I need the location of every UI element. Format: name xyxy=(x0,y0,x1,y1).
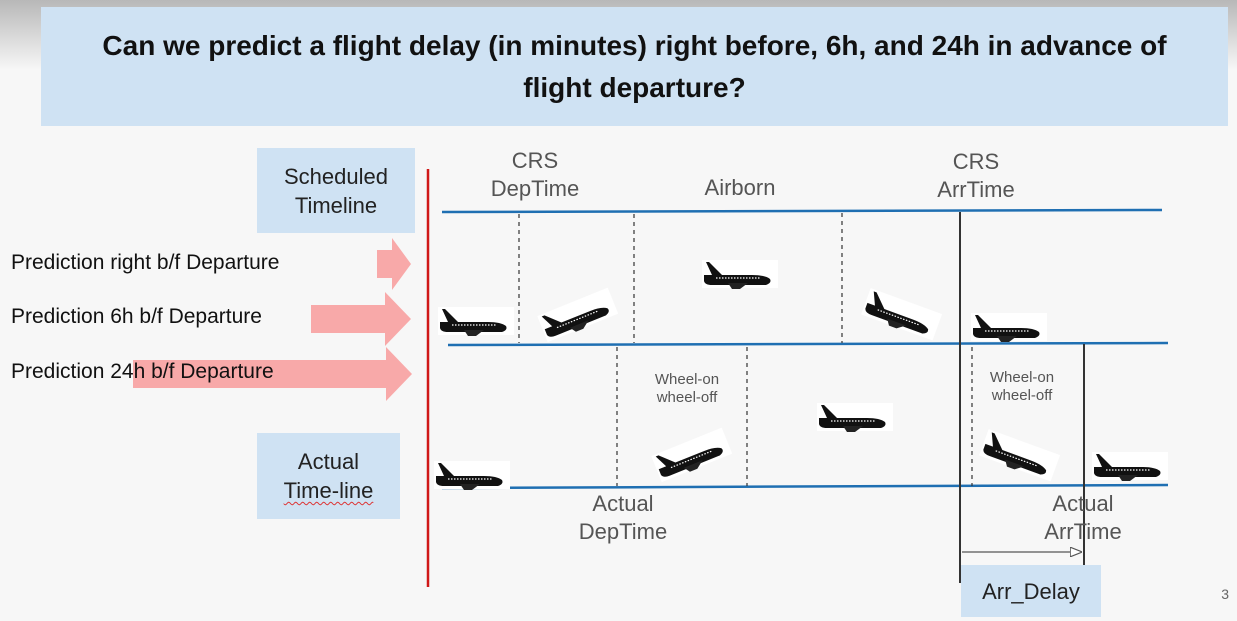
slide-title-text: Can we predict a flight delay (in minute… xyxy=(102,29,1167,103)
airplane-icon xyxy=(537,287,619,343)
wheel-right-line1: Wheel-on xyxy=(989,369,1055,386)
actual-box-line2: Time-line xyxy=(283,478,374,503)
middle-timeline xyxy=(447,341,1169,347)
actual-deptime-line2: DepTime xyxy=(578,519,668,544)
scheduled-box-line1: Scheduled xyxy=(284,163,388,189)
crs-arrtime-line2: ArrTime xyxy=(937,177,1015,202)
crs-deptime-line2: DepTime xyxy=(490,176,580,201)
airplane-icon xyxy=(861,288,943,341)
crs-arrtime-label: CRS ArrTime xyxy=(921,148,1031,204)
actual-timeline-box: Actual Time-line xyxy=(257,433,400,519)
prediction-arrow-24h xyxy=(133,347,412,401)
airplane-icon xyxy=(434,461,510,491)
arr-delay-box: Arr_Delay xyxy=(961,565,1101,617)
airplane-icon xyxy=(438,307,514,337)
page-number: 3 xyxy=(1221,586,1229,602)
wheel-right-line2: wheel-off xyxy=(991,387,1053,404)
scheduled-box-line2: Timeline xyxy=(294,192,378,218)
airplane-icon xyxy=(979,429,1061,482)
airplane-icon xyxy=(1092,452,1168,482)
actual-box-line1: Actual xyxy=(297,449,360,474)
prediction-label-right-before: Prediction right b/f Departure xyxy=(11,251,280,274)
actual-deptime-line1: Actual xyxy=(592,491,654,516)
airplane-icon xyxy=(817,403,893,433)
actual-deptime-label: Actual DepTime xyxy=(566,490,680,546)
actual-arrtime-label: Actual ArrTime xyxy=(1028,490,1138,546)
crs-deptime-line1: CRS xyxy=(511,148,559,173)
slide-title: Can we predict a flight delay (in minute… xyxy=(41,7,1228,126)
wheel-on-off-label-left: Wheel-on wheel-off xyxy=(647,371,727,407)
crs-arrtime-line1: CRS xyxy=(952,149,1000,174)
arr-delay-label: Arr_Delay xyxy=(982,578,1080,604)
scheduled-timeline xyxy=(441,208,1163,214)
airborn-label: Airborn xyxy=(704,175,776,200)
actual-arrtime-line1: Actual xyxy=(1052,491,1114,516)
wheel-on-off-label-right: Wheel-on wheel-off xyxy=(982,369,1062,405)
airplane-icon xyxy=(702,260,778,290)
prediction-arrow-6h xyxy=(311,292,411,346)
wheel-left-line2: wheel-off xyxy=(656,389,718,406)
actual-arrtime-line2: ArrTime xyxy=(1044,519,1122,544)
airplane-icon xyxy=(651,427,733,483)
crs-deptime-label: CRS DepTime xyxy=(480,147,590,203)
actual-timeline xyxy=(441,483,1169,490)
prediction-arrow-right-before xyxy=(377,238,411,290)
prediction-label-6h: Prediction 6h b/f Departure xyxy=(11,305,262,328)
scheduled-timeline-box: Scheduled Timeline xyxy=(257,148,415,233)
wheel-left-line1: Wheel-on xyxy=(654,371,720,388)
airplane-icon xyxy=(971,313,1047,343)
prediction-label-24h: Prediction 24h b/f Departure xyxy=(11,360,274,383)
